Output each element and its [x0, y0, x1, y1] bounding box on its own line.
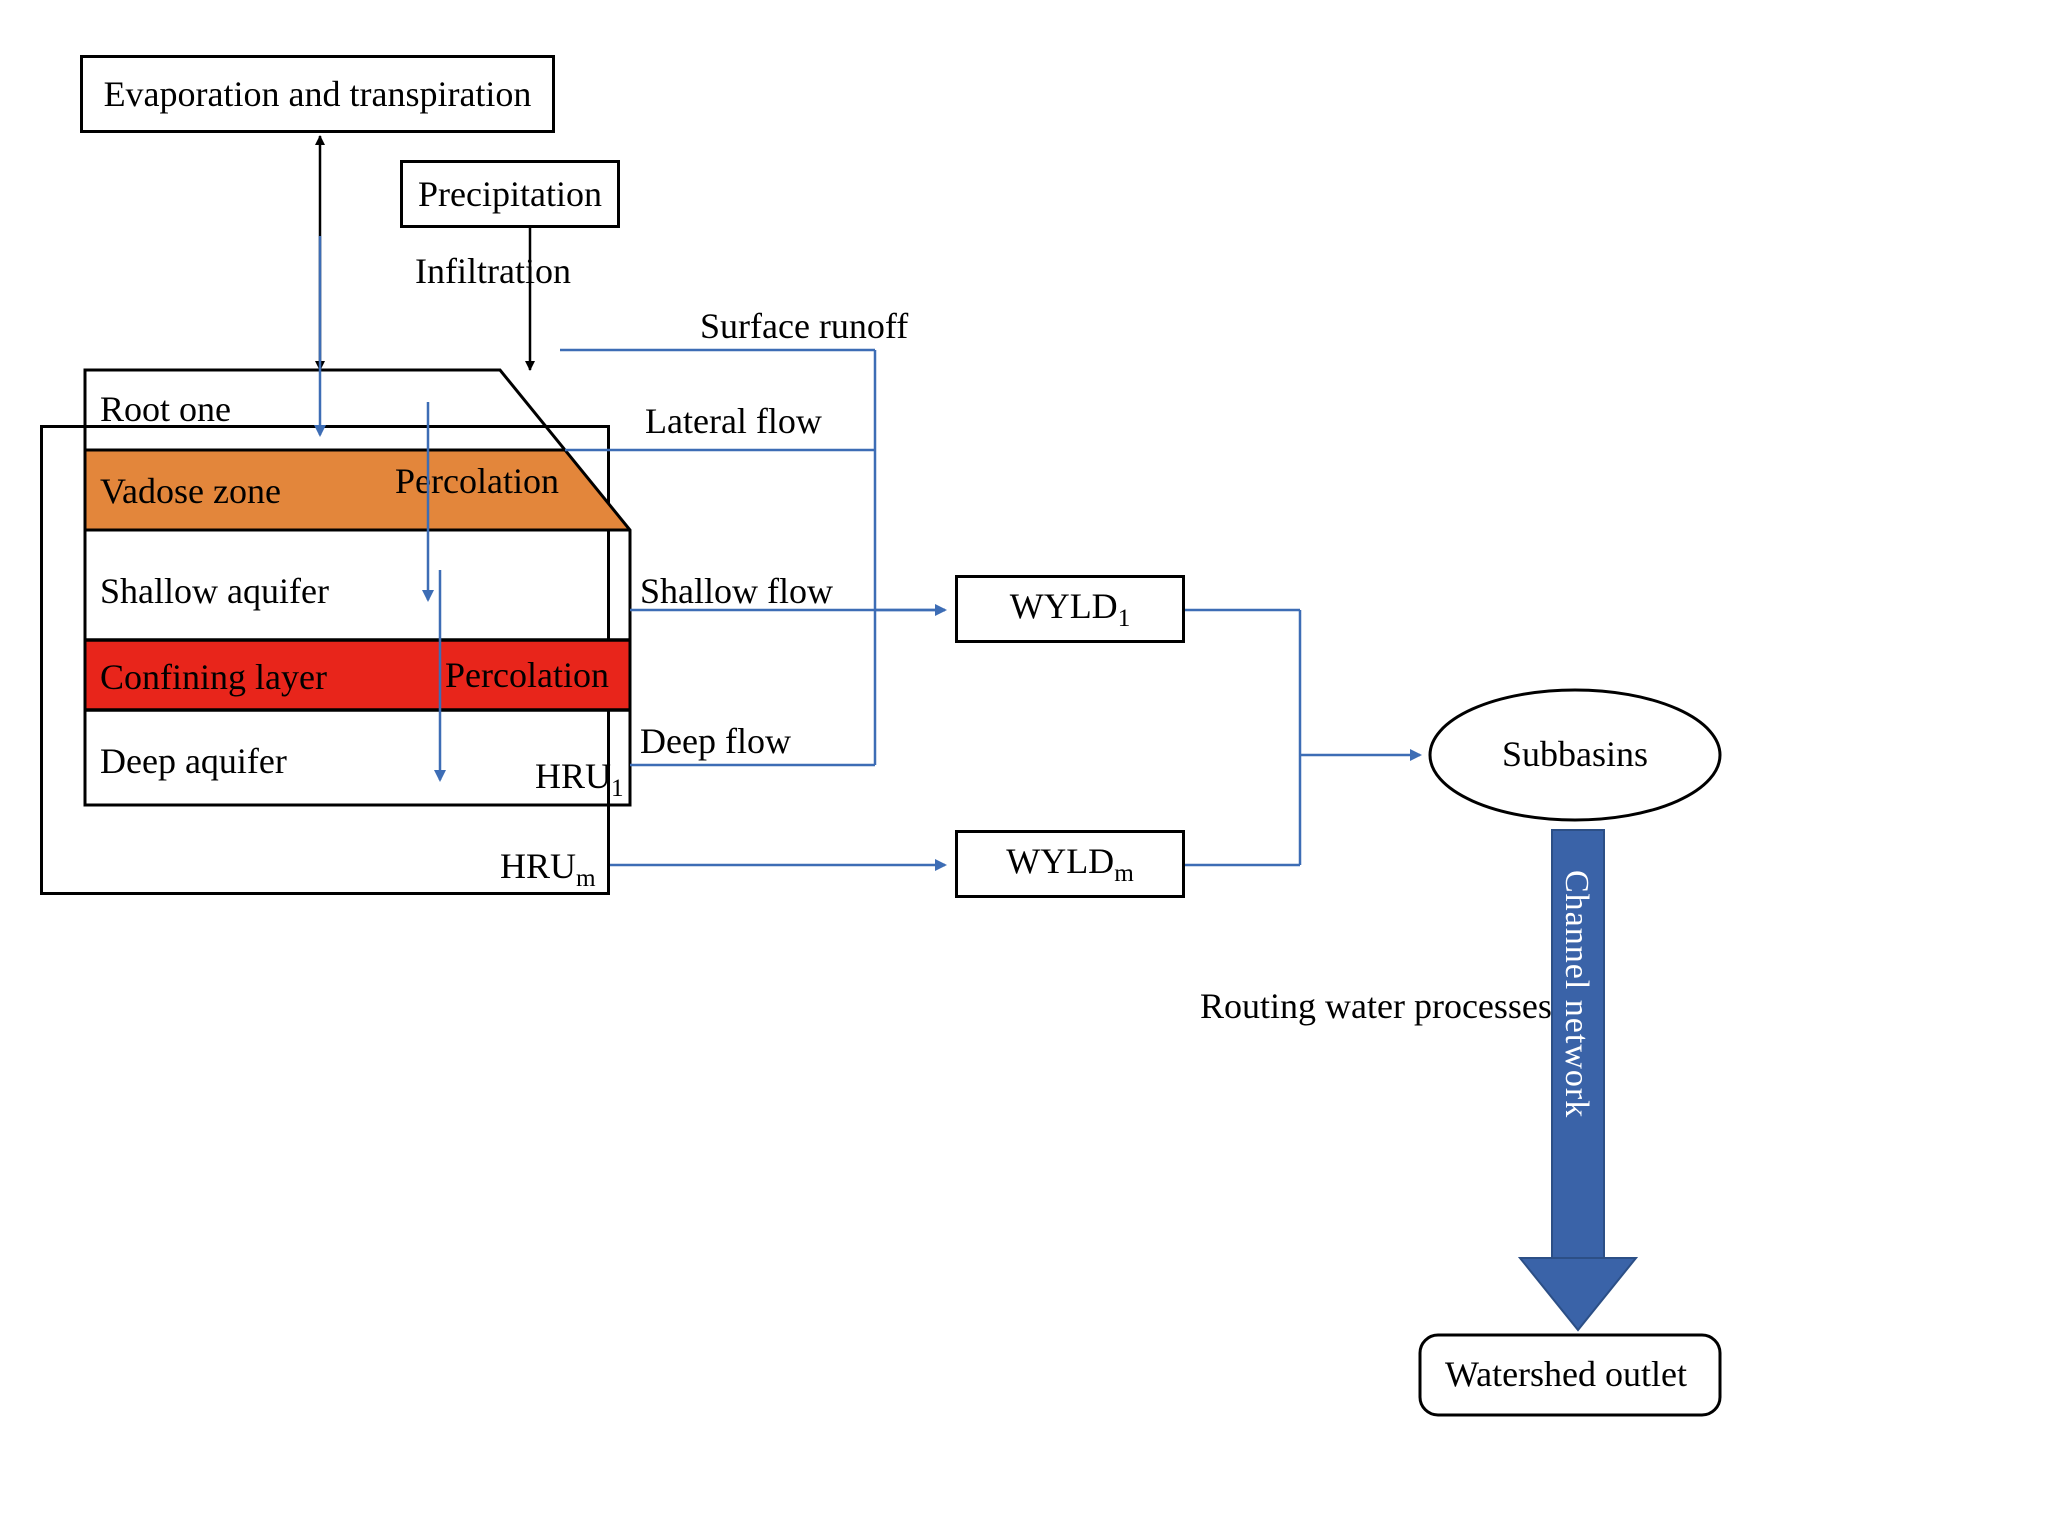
hrum-label: HRUm [500, 845, 596, 893]
diagram-canvas: Evaporation and transpiration Precipitat… [0, 0, 2067, 1539]
precipitation-label: Precipitation [418, 173, 602, 215]
root-zone-label: Root one [100, 388, 231, 430]
percolation1-label: Percolation [395, 460, 559, 502]
percolation2-label: Percolation [445, 654, 609, 696]
deep-flow-label: Deep flow [640, 720, 791, 762]
deep-aquifer-label: Deep aquifer [100, 740, 287, 782]
subbasins-label: Subbasins [1502, 733, 1648, 775]
evaporation-label: Evaporation and transpiration [104, 73, 532, 115]
confining-layer-label: Confining layer [100, 656, 327, 698]
outlet-label: Watershed outlet [1445, 1353, 1687, 1395]
surface-runoff-label: Surface runoff [700, 305, 908, 347]
lateral-flow-label: Lateral flow [645, 400, 822, 442]
wyldm-box: WYLDm [955, 830, 1185, 898]
evaporation-box: Evaporation and transpiration [80, 55, 555, 133]
shallow-flow-label: Shallow flow [640, 570, 833, 612]
hru1-label: HRU1 [535, 755, 624, 803]
channel-network-label: Channel network [1557, 870, 1595, 1118]
vadose-zone-label: Vadose zone [100, 470, 281, 512]
precipitation-box: Precipitation [400, 160, 620, 228]
shallow-aquifer-label: Shallow aquifer [100, 570, 329, 612]
routing-label: Routing water processes [1200, 985, 1552, 1027]
wyld1-box: WYLD1 [955, 575, 1185, 643]
infiltration-label: Infiltration [415, 250, 571, 292]
